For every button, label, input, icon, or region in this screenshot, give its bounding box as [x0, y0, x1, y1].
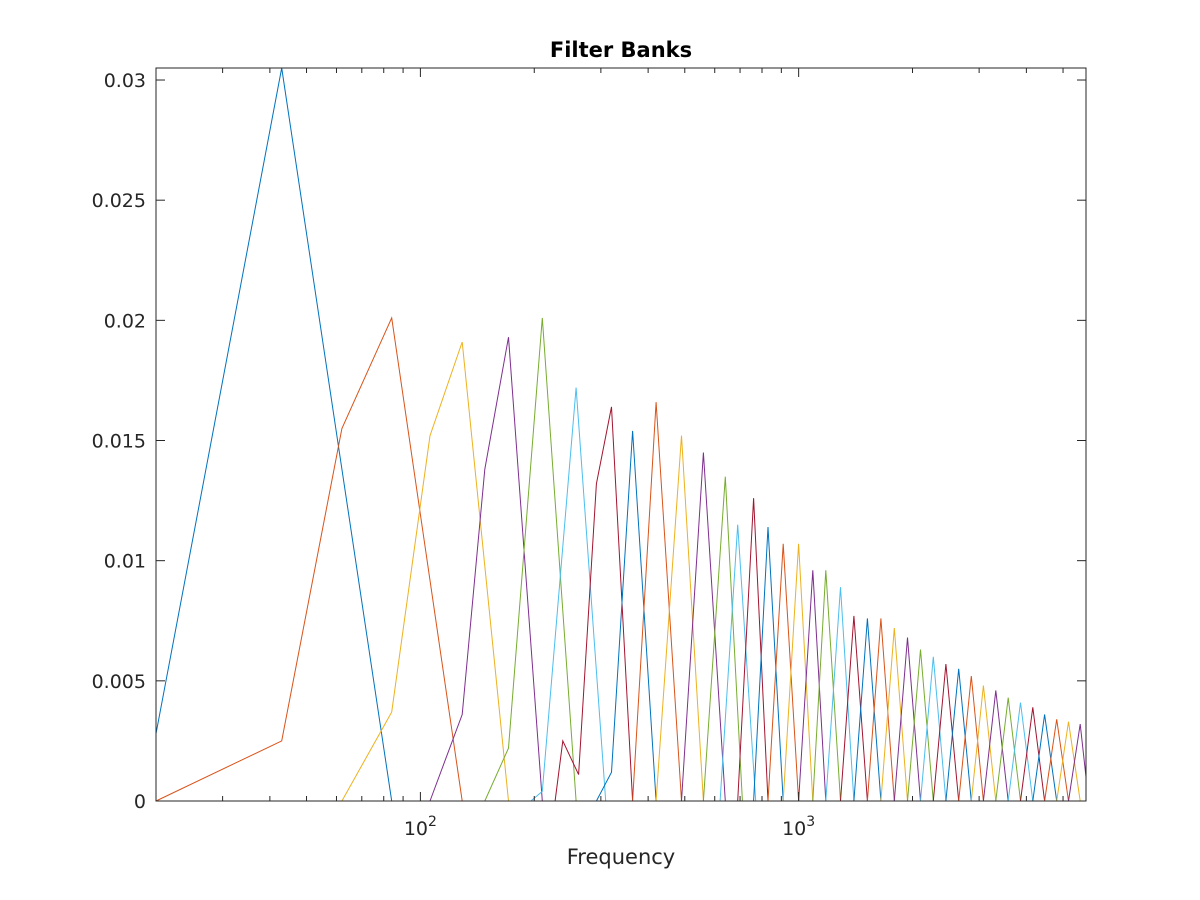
- filter-series-line: [958, 675, 984, 802]
- y-tick-label: 0.025: [92, 190, 146, 212]
- filter-series-line: [812, 570, 841, 802]
- plot-area: [156, 68, 1086, 801]
- filter-series-line: [866, 618, 895, 802]
- filter-series-line: [893, 637, 921, 802]
- filter-series-line: [907, 649, 934, 802]
- filter-series-line: [840, 615, 868, 802]
- filter-series-line: [341, 341, 509, 802]
- x-axis-label: Frequency: [567, 845, 676, 869]
- filter-series-line: [1007, 702, 1034, 802]
- x-tick-label: 103: [782, 814, 815, 840]
- y-tick-label: 0: [134, 791, 146, 813]
- filter-series-line: [554, 406, 634, 802]
- filter-series-line: [595, 430, 657, 802]
- filter-series-line: [798, 570, 827, 802]
- filter-series-line: [945, 668, 972, 802]
- filter-series-line: [1032, 714, 1058, 802]
- filter-series-line: [825, 587, 855, 802]
- filter-series-line: [737, 498, 769, 802]
- filter-series-line: [719, 524, 757, 802]
- filter-series-line: [982, 690, 1009, 802]
- filter-series-line: [1044, 719, 1069, 802]
- y-tick-label: 0.02: [104, 310, 146, 332]
- y-tick-label: 0.005: [92, 671, 146, 693]
- y-tick-label: 0.015: [92, 431, 146, 453]
- filter-series-line: [655, 435, 704, 802]
- filter-series-line: [155, 316, 463, 802]
- filter-series-line: [1056, 721, 1081, 802]
- filter-series-line: [1068, 724, 1087, 802]
- filter-series-line: [880, 627, 908, 802]
- filter-series-line: [932, 663, 960, 802]
- series-layer: [155, 67, 1087, 802]
- filter-series-line: [767, 543, 800, 802]
- filter-series-line: [484, 317, 577, 802]
- filter-series-line: [681, 452, 726, 802]
- filter-series-line: [530, 387, 607, 802]
- filter-series-line: [853, 618, 882, 802]
- filter-series-line: [782, 543, 814, 802]
- filter-series-line: [632, 402, 682, 802]
- tick-layer: 0 0.005 0.01 0.015 0.02 0.025 0.03 102 103: [92, 68, 1086, 840]
- filter-series-line: [429, 337, 543, 802]
- filter-series-line: [753, 526, 784, 802]
- filter-series-line: [1020, 707, 1046, 802]
- y-tick-label: 0.03: [104, 70, 146, 92]
- x-tick-label: 102: [404, 814, 437, 840]
- filter-series-line: [970, 685, 997, 802]
- filter-series-line: [702, 476, 743, 802]
- y-tick-label: 0.01: [104, 551, 146, 573]
- chart-title: Filter Banks: [550, 38, 692, 62]
- axes-box: [155, 67, 1087, 802]
- filter-series-line: [995, 697, 1021, 802]
- filter-series-line: [920, 656, 947, 802]
